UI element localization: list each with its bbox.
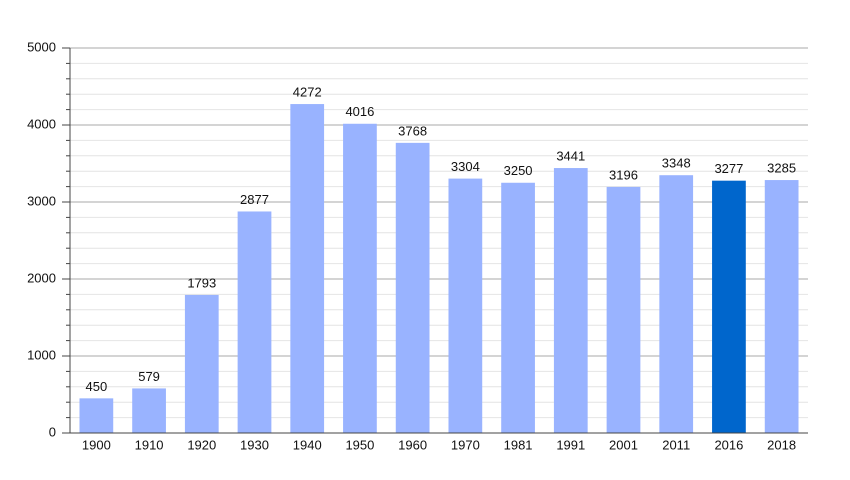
x-tick-label: 1900	[82, 437, 111, 452]
value-label: 3285	[767, 160, 796, 175]
x-tick-label: 1930	[240, 437, 269, 452]
y-tick-label: 5000	[27, 39, 56, 54]
x-tick-label: 1950	[345, 437, 374, 452]
bar	[132, 388, 166, 433]
y-tick-label: 0	[49, 424, 56, 439]
bar	[659, 175, 694, 434]
x-tick-label: 2016	[714, 437, 743, 452]
bar	[395, 142, 430, 433]
bar	[606, 186, 641, 433]
bar	[553, 168, 588, 433]
bar	[343, 123, 377, 433]
value-label: 450	[86, 379, 108, 394]
bar	[184, 294, 219, 433]
x-tick-label: 1910	[135, 437, 164, 452]
bar	[712, 180, 746, 433]
value-label: 579	[138, 369, 160, 384]
value-label: 3441	[556, 148, 585, 163]
value-label: 3277	[714, 161, 743, 176]
x-tick-label: 1960	[398, 437, 427, 452]
value-label: 3250	[504, 163, 533, 178]
x-tick-label: 1981	[504, 437, 533, 452]
value-label: 3768	[398, 123, 427, 138]
bar	[501, 182, 535, 433]
bar	[448, 178, 483, 433]
x-tick-label: 2018	[767, 437, 796, 452]
bar	[764, 180, 799, 433]
x-tick-label: 2001	[609, 437, 638, 452]
value-label: 3348	[662, 156, 691, 171]
y-tick-label: 2000	[27, 270, 56, 285]
x-tick-label: 2011	[662, 437, 690, 452]
x-tick-label: 1920	[187, 437, 216, 452]
value-label: 3304	[451, 159, 480, 174]
value-label: 4016	[345, 104, 374, 119]
y-tick-label: 3000	[27, 193, 56, 208]
bar	[237, 211, 272, 433]
value-label: 2877	[240, 192, 269, 207]
x-tick-label: 1940	[293, 437, 322, 452]
bar	[79, 398, 114, 433]
value-label: 4272	[293, 84, 322, 99]
value-label: 3196	[609, 167, 638, 182]
x-tick-label: 1991	[556, 437, 585, 452]
x-tick-label: 1970	[451, 437, 480, 452]
bar	[290, 104, 325, 433]
value-label: 1793	[187, 275, 216, 290]
y-tick-label: 1000	[27, 347, 56, 362]
y-tick-label: 4000	[27, 116, 56, 131]
